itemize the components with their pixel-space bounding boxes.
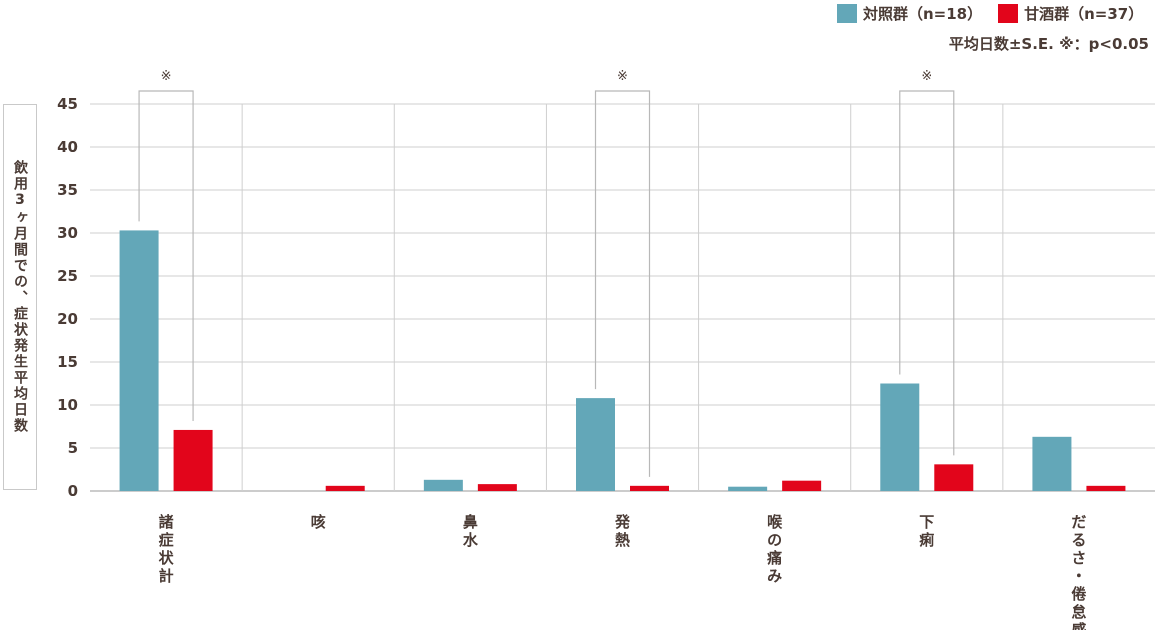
- category-label: 咳: [311, 513, 326, 531]
- significance-bracket: [899, 90, 955, 456]
- bar-control: [423, 479, 463, 491]
- bar-amazake: [782, 480, 822, 491]
- legend: 対照群（n=18） 甘酒群（n=37）: [837, 3, 1143, 24]
- bar-control: [880, 383, 920, 491]
- y-tick-label: 30: [57, 224, 78, 242]
- significance-marker: ※: [617, 69, 628, 84]
- significance-marker: ※: [161, 69, 172, 84]
- significance-bracket: [594, 90, 651, 477]
- legend-label-control: 対照群（n=18）: [863, 5, 983, 23]
- bar-control: [119, 230, 159, 492]
- y-tick-label: 0: [68, 482, 78, 500]
- legend-label-amazake: 甘酒群（n=37）: [1024, 5, 1144, 23]
- bar-control: [576, 398, 615, 491]
- bar-amazake: [173, 429, 213, 491]
- legend-swatch-amazake: [998, 4, 1019, 23]
- significance-bracket: [138, 90, 194, 421]
- y-tick-label: 45: [57, 95, 78, 113]
- bar-control: [1032, 436, 1072, 491]
- category-label: 鼻水: [463, 513, 479, 549]
- y-tick-label: 25: [57, 267, 78, 285]
- y-tick-label: 15: [57, 353, 78, 371]
- bar-amazake: [325, 485, 365, 491]
- legend-swatch-control: [837, 4, 857, 23]
- legend-item-amazake: 甘酒群（n=37）: [998, 3, 1143, 24]
- stat-note: 平均日数±S.E. ※：p<0.05: [948, 35, 1149, 53]
- y-tick-label: 20: [57, 310, 78, 328]
- significance-marker: ※: [921, 69, 932, 84]
- category-label: 喉の痛み: [766, 513, 783, 585]
- category-label: 諸症状計: [159, 513, 175, 585]
- y-tick-label: 35: [57, 181, 78, 199]
- y-axis-label: 飲用3ヶ月間での、症状発生平均日数: [12, 160, 28, 434]
- y-axis-label-box: 飲用3ヶ月間での、症状発生平均日数: [3, 104, 37, 490]
- y-tick-label: 5: [68, 439, 78, 457]
- bar-amazake: [477, 484, 517, 491]
- bar-amazake: [630, 485, 669, 491]
- legend-item-control: 対照群（n=18）: [837, 3, 982, 24]
- category-label: だるさ・倦怠感: [1071, 513, 1086, 630]
- category-label: 下痢: [919, 513, 934, 549]
- bar-amazake: [1086, 485, 1126, 491]
- y-tick-label: 10: [57, 396, 78, 414]
- category-label: 発熱: [614, 513, 631, 549]
- bar-amazake: [934, 464, 974, 491]
- bar-control: [728, 486, 768, 491]
- y-tick-label: 40: [57, 138, 78, 156]
